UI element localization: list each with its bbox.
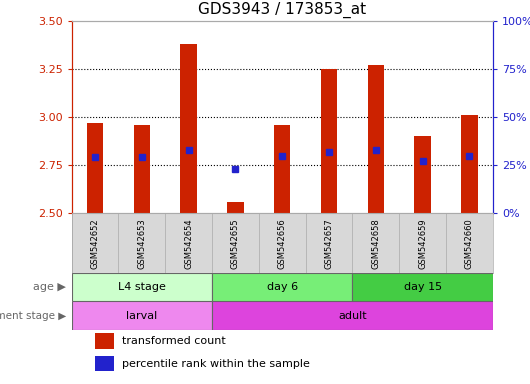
Bar <box>180 44 197 213</box>
Bar <box>134 125 150 213</box>
Bar <box>95 333 114 349</box>
Bar <box>274 125 290 213</box>
Bar <box>414 136 431 213</box>
Text: GSM542658: GSM542658 <box>372 218 381 269</box>
Bar <box>461 115 478 213</box>
Text: development stage ▶: development stage ▶ <box>0 311 66 321</box>
Text: GSM542657: GSM542657 <box>324 218 333 269</box>
Text: GSM542653: GSM542653 <box>137 218 146 269</box>
Bar <box>87 123 103 213</box>
Text: day 15: day 15 <box>404 282 441 292</box>
Text: GSM542654: GSM542654 <box>184 218 193 268</box>
Bar <box>95 356 114 371</box>
Text: larval: larval <box>126 311 157 321</box>
Text: percentile rank within the sample: percentile rank within the sample <box>122 359 310 369</box>
Bar <box>227 202 244 213</box>
Bar <box>368 65 384 213</box>
Text: GSM542655: GSM542655 <box>231 218 240 268</box>
Title: GDS3943 / 173853_at: GDS3943 / 173853_at <box>198 2 366 18</box>
Text: adult: adult <box>338 311 367 321</box>
Text: L4 stage: L4 stage <box>118 282 166 292</box>
Text: GSM542652: GSM542652 <box>91 218 100 268</box>
Text: age ▶: age ▶ <box>33 282 66 292</box>
Text: GSM542656: GSM542656 <box>278 218 287 269</box>
Bar <box>321 69 337 213</box>
Bar <box>72 273 212 301</box>
Text: day 6: day 6 <box>267 282 298 292</box>
Bar <box>212 273 352 301</box>
Bar <box>352 273 493 301</box>
Bar <box>212 301 493 330</box>
Text: transformed count: transformed count <box>122 336 226 346</box>
Text: GSM542660: GSM542660 <box>465 218 474 269</box>
Bar <box>72 301 212 330</box>
Text: GSM542659: GSM542659 <box>418 218 427 268</box>
